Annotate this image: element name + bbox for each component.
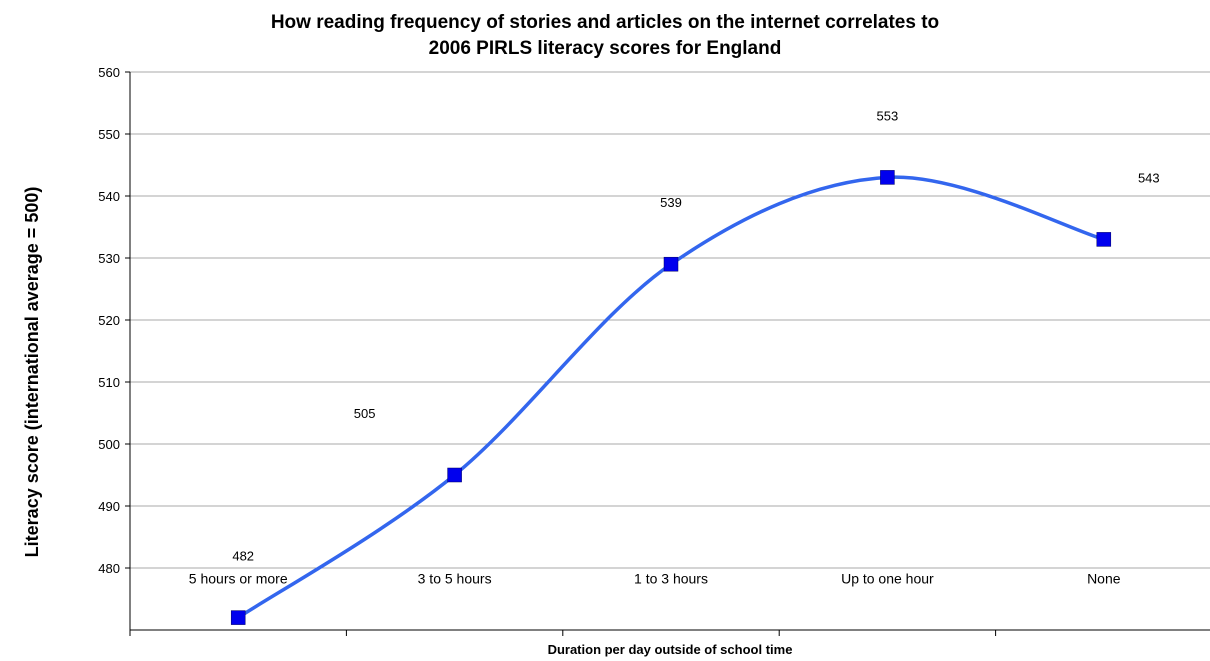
y-tick-label: 490: [98, 499, 120, 514]
chart-title-line-2: 2006 PIRLS literacy scores for England: [429, 38, 782, 59]
y-tick-label: 550: [98, 127, 120, 142]
data-labels: 482 505 539 553 543: [232, 108, 1159, 563]
y-tick-label: 500: [98, 437, 120, 452]
axes: [125, 71, 1210, 636]
data-point-4: [1096, 232, 1112, 247]
y-tick-label: 520: [98, 313, 120, 328]
series-literacy-score: [230, 170, 1112, 625]
y-tick-label: 530: [98, 251, 120, 266]
series-line: [236, 175, 1106, 620]
y-tick-label: 510: [98, 375, 120, 390]
y-tick-label: 480: [98, 561, 120, 576]
y-tick-label: 540: [98, 189, 120, 204]
data-point-1: [447, 467, 462, 483]
x-category-label: 1 to 3 hours: [634, 571, 708, 587]
data-point-3: [880, 170, 895, 185]
x-category-label: Up to one hour: [841, 571, 934, 587]
data-label: 539: [660, 195, 682, 210]
data-label: 553: [877, 108, 899, 123]
data-point-0: [230, 610, 246, 625]
data-label: 482: [232, 549, 254, 564]
x-category-label: 3 to 5 hours: [418, 571, 492, 587]
y-tick-label: 560: [98, 65, 120, 80]
category-labels: 5 hours or more 3 to 5 hours 1 to 3 hours U…: [189, 571, 1121, 587]
chart-title-line-1: How reading frequency of stories and art…: [271, 12, 939, 33]
gridlines: [130, 71, 1210, 569]
x-category-label: None: [1087, 571, 1121, 587]
x-axis-title: Duration per day outside of school time: [548, 642, 793, 657]
data-label: 505: [354, 406, 376, 421]
data-label: 543: [1138, 170, 1160, 185]
data-point-2: [663, 256, 679, 272]
y-axis-title: Literacy score (international average = …: [22, 187, 42, 558]
x-category-label: 5 hours or more: [189, 571, 288, 587]
y-tick-labels: 480 490 500 510 520 530 540 550 560: [98, 65, 120, 576]
